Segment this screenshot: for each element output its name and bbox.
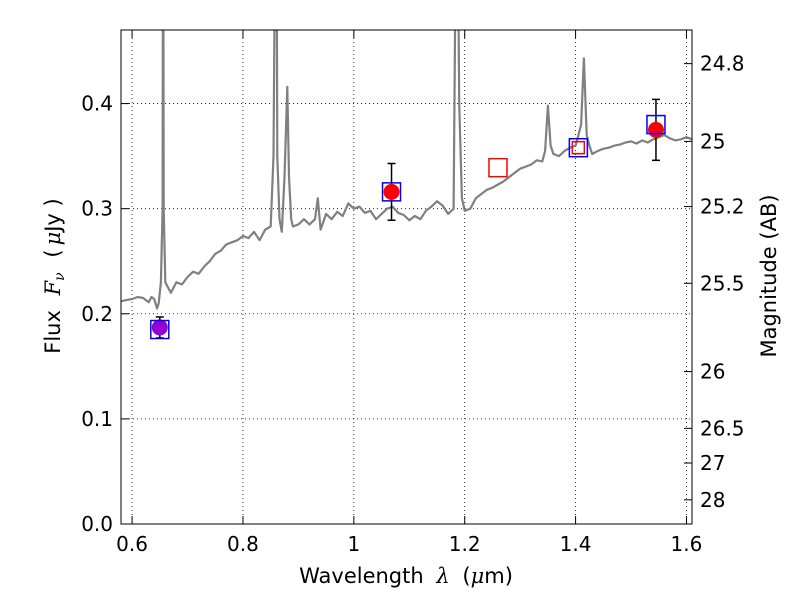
y2-tick-label: 26.5	[700, 416, 745, 440]
x-tick-label: 1	[347, 532, 360, 556]
model-square-marker	[646, 114, 666, 135]
y2-tick-label: 28	[700, 488, 725, 512]
y-tick-label: 0.3	[81, 197, 113, 221]
x-tick-label: 1.4	[560, 532, 592, 556]
model-square-marker	[571, 140, 586, 155]
y-tick-label: 0.2	[81, 302, 113, 326]
model-square-marker	[150, 319, 170, 340]
x-axis-label-symbol: λ	[435, 564, 449, 588]
y-tick-label: 0.1	[81, 407, 113, 431]
y2-tick-label: 25	[700, 129, 725, 153]
axes-frame	[120, 29, 693, 525]
y-axis-label-subscript: ν	[52, 272, 68, 281]
plot-area	[121, 30, 692, 340]
y-tick-label: 0.4	[81, 92, 113, 116]
observed-circle-marker	[151, 319, 168, 336]
data-markers	[150, 114, 666, 340]
spectrum-line	[121, 30, 692, 310]
observed-circle-marker	[647, 121, 664, 138]
y-axis-label: Flux Fν ( μJy )	[41, 198, 69, 353]
model-square-marker	[488, 157, 508, 178]
y-axis-label-unit: Jy )	[41, 198, 65, 234]
x-tick-label: 0.8	[227, 532, 259, 556]
y-axis-label-unit-open: (	[41, 249, 65, 257]
x-tick-label: 0.6	[116, 532, 148, 556]
x-tick-label: 1.2	[449, 532, 481, 556]
y-axis-label-text: Flux	[41, 310, 65, 354]
x-axis-label-unit-open: (	[462, 564, 470, 588]
y2-axis-label: Magnitude (AB)	[757, 194, 781, 357]
axis-ticks: 0.6 0.8 1 1.2 1.4 1.6 0.0 0.1 0.2 0.3 0.4 24.8 25 25.…	[81, 30, 745, 556]
model-square-marker	[568, 137, 589, 158]
x-axis-label-unit: m)	[484, 564, 513, 588]
y-axis-label-unit-mu: μ	[41, 232, 65, 246]
x-axis-label-unit-mu: μ	[471, 564, 485, 588]
x-axis-label: Wavelength λ (μm)	[299, 564, 513, 588]
y2-tick-label: 25.5	[700, 271, 745, 295]
y2-tick-label: 27	[700, 451, 725, 475]
y-tick-label: 0.0	[81, 512, 113, 536]
y2-tick-label: 25.2	[700, 195, 745, 219]
observed-circle-marker	[383, 183, 400, 200]
x-axis-label-text: Wavelength	[299, 564, 424, 588]
grid-lines	[121, 30, 692, 525]
y2-tick-label: 24.8	[700, 52, 745, 76]
x-tick-label: 1.6	[671, 532, 703, 556]
model-square-marker	[381, 182, 402, 202]
y-axis-label-symbol: F	[41, 279, 65, 296]
y2-tick-label: 26	[700, 360, 725, 384]
